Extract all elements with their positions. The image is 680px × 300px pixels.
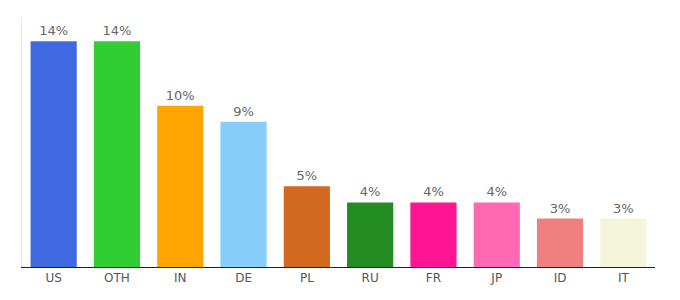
svg-text:PL: PL <box>300 271 314 285</box>
svg-text:US: US <box>45 271 61 285</box>
svg-text:IN: IN <box>174 271 187 285</box>
svg-text:14%: 14% <box>102 23 131 38</box>
svg-text:9%: 9% <box>233 104 254 119</box>
svg-text:DE: DE <box>235 271 252 285</box>
svg-text:JP: JP <box>490 271 502 285</box>
svg-text:3%: 3% <box>613 201 634 216</box>
svg-text:RU: RU <box>362 271 379 285</box>
svg-text:3%: 3% <box>550 201 571 216</box>
svg-text:FR: FR <box>426 271 441 285</box>
svg-text:10%: 10% <box>166 88 195 103</box>
svg-text:4%: 4% <box>423 184 444 199</box>
svg-text:5%: 5% <box>297 168 318 183</box>
svg-text:4%: 4% <box>486 184 507 199</box>
svg-text:IT: IT <box>618 271 630 285</box>
svg-text:4%: 4% <box>360 184 381 199</box>
svg-text:14%: 14% <box>39 23 68 38</box>
svg-text:OTH: OTH <box>104 271 130 285</box>
svg-text:ID: ID <box>554 271 567 285</box>
